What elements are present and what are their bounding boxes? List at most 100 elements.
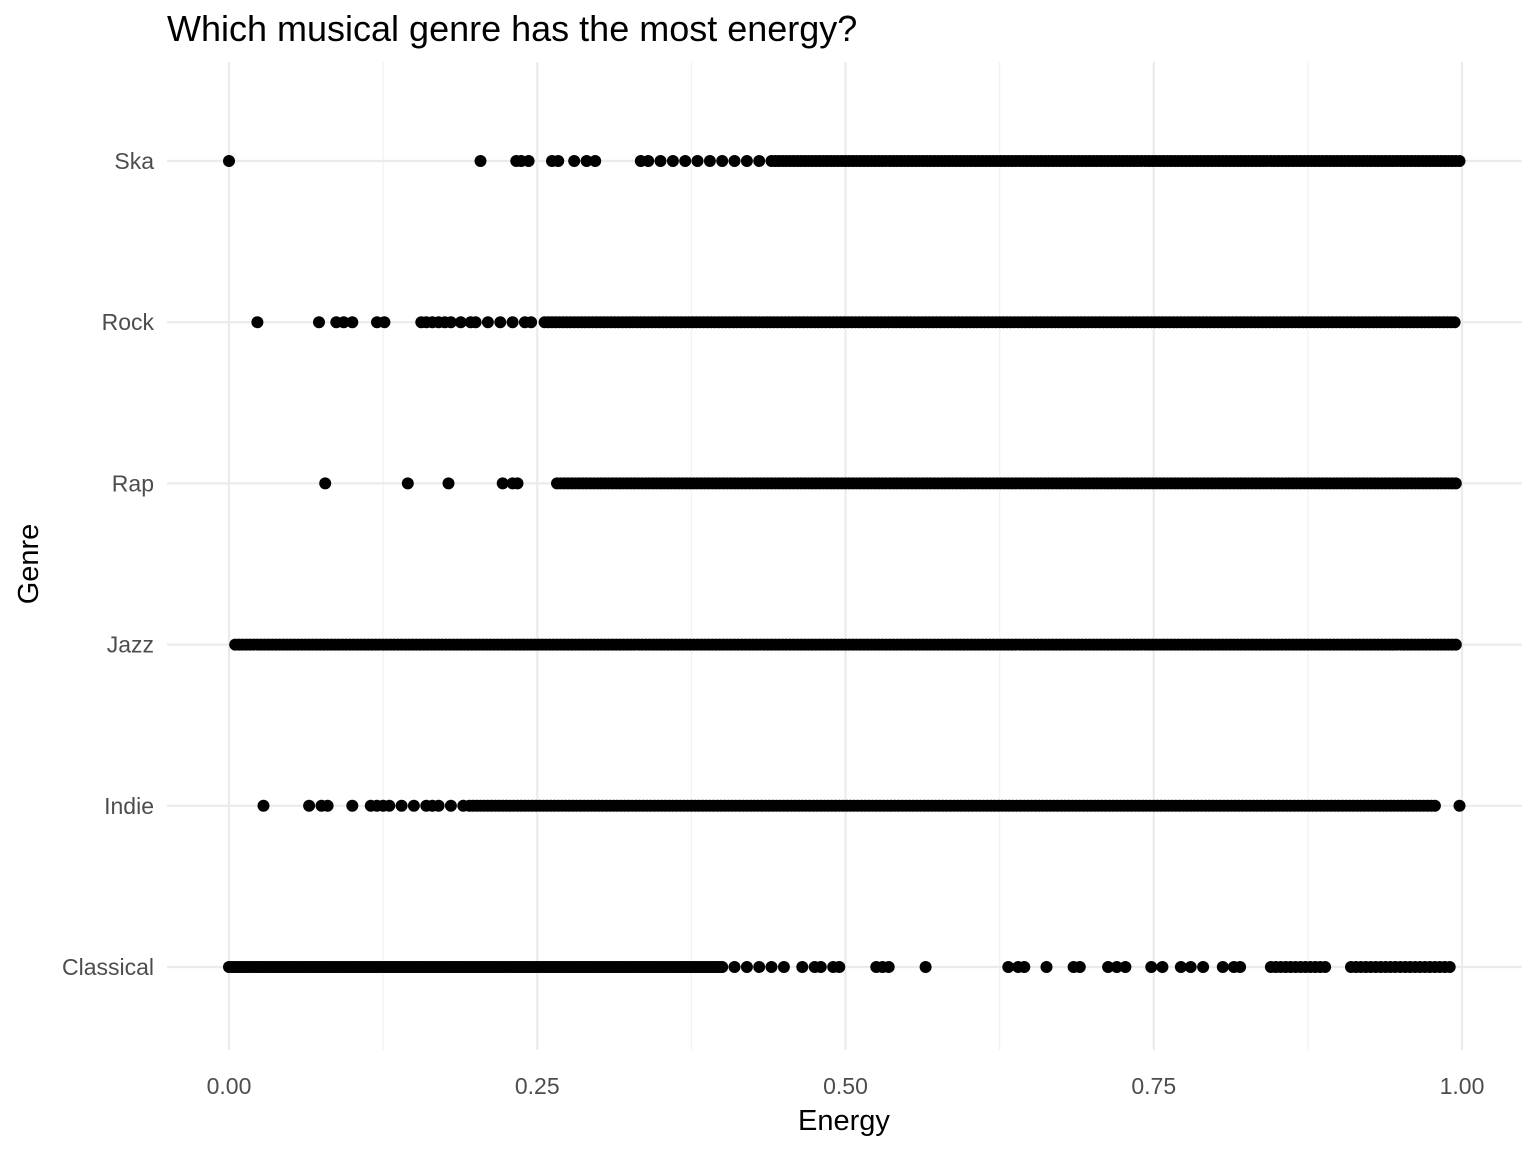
data-point: [1018, 961, 1031, 973]
y-tick-label: Classical: [62, 954, 154, 980]
grid-layer: [167, 62, 1522, 1050]
data-point: [303, 799, 316, 812]
data-point: [257, 799, 270, 812]
data-point: [1184, 961, 1197, 973]
data-point: [1156, 961, 1169, 973]
data-point: [1002, 961, 1015, 973]
x-tick-label: 0.00: [207, 1073, 252, 1099]
data-point: [395, 799, 408, 812]
data-point: [679, 155, 692, 167]
data-point: [474, 155, 487, 167]
series-rock: [251, 316, 1461, 329]
series-jazz: [229, 638, 1462, 651]
data-point: [481, 316, 494, 329]
data-point: [716, 961, 729, 973]
data-point: [444, 799, 457, 812]
data-point: [321, 799, 334, 812]
series-ska: [223, 155, 1466, 167]
data-point: [1040, 961, 1053, 973]
x-axis-ticks: 0.00 0.25 0.50 0.75 1.00: [207, 1073, 1485, 1099]
y-axis-title: Genre: [13, 524, 45, 605]
data-point: [383, 799, 396, 812]
data-point: [407, 799, 420, 812]
y-tick-label: Rock: [102, 309, 155, 335]
series-indie: [257, 799, 1466, 812]
data-point: [1319, 961, 1332, 973]
data-point: [1216, 961, 1229, 973]
data-point: [511, 477, 524, 490]
data-point: [552, 155, 565, 167]
points-layer: [223, 155, 1466, 973]
data-point: [319, 477, 332, 490]
data-point: [642, 155, 655, 167]
y-tick-label: Jazz: [107, 632, 154, 658]
data-point: [777, 961, 790, 973]
data-point: [882, 961, 895, 973]
data-point: [1453, 155, 1466, 167]
data-point: [1443, 961, 1456, 973]
data-point: [765, 961, 778, 973]
data-point: [568, 155, 581, 167]
chart-title: Which musical genre has the most energy?: [167, 8, 858, 49]
data-point: [313, 316, 325, 329]
data-point: [814, 961, 827, 973]
x-tick-label: 1.00: [1440, 1073, 1485, 1099]
data-point: [1197, 961, 1210, 973]
data-point: [1145, 961, 1158, 973]
x-tick-label: 0.50: [823, 1073, 868, 1099]
x-tick-label: 0.75: [1131, 1073, 1176, 1099]
data-point: [1102, 961, 1115, 973]
data-point: [691, 155, 704, 167]
data-point: [1449, 638, 1462, 651]
data-point: [1428, 799, 1441, 812]
data-point: [654, 155, 667, 167]
x-axis-title: Energy: [798, 1105, 890, 1137]
x-tick-label: 0.25: [515, 1073, 560, 1099]
data-point: [346, 799, 359, 812]
data-point: [337, 316, 350, 329]
data-point: [1073, 961, 1086, 973]
data-point: [1119, 961, 1132, 973]
data-point: [494, 316, 507, 329]
data-point: [1453, 799, 1466, 812]
data-point: [580, 155, 593, 167]
y-axis-ticks: Classical Indie Jazz Rap Rock Ska: [62, 148, 155, 980]
data-point: [442, 477, 455, 490]
data-point: [378, 316, 391, 329]
data-point: [223, 155, 235, 167]
data-point: [506, 316, 519, 329]
y-tick-label: Rap: [112, 470, 154, 496]
data-point: [346, 316, 359, 329]
data-point: [1234, 961, 1247, 973]
data-point: [833, 961, 846, 973]
y-tick-label: Indie: [104, 793, 154, 819]
data-point: [1174, 961, 1187, 973]
data-point: [740, 961, 753, 973]
data-point: [753, 961, 766, 973]
series-classical: [223, 961, 1456, 973]
data-point: [454, 316, 467, 329]
data-point: [1110, 961, 1123, 973]
data-point: [251, 316, 264, 329]
data-point: [522, 155, 535, 167]
data-point: [919, 961, 932, 973]
data-point: [740, 155, 753, 167]
data-point: [796, 961, 809, 973]
data-point: [703, 155, 716, 167]
data-point: [496, 477, 509, 490]
data-point: [469, 316, 482, 329]
data-point: [432, 799, 445, 812]
data-point: [753, 155, 766, 167]
data-point: [1448, 316, 1461, 329]
data-point: [666, 155, 679, 167]
data-point: [444, 316, 457, 329]
data-point: [589, 155, 602, 167]
y-tick-label: Ska: [114, 148, 154, 174]
data-point: [728, 961, 741, 973]
data-point: [401, 477, 414, 490]
series-rap: [319, 477, 1462, 490]
data-point: [1449, 477, 1462, 490]
data-point: [525, 316, 538, 329]
data-point: [728, 155, 741, 167]
